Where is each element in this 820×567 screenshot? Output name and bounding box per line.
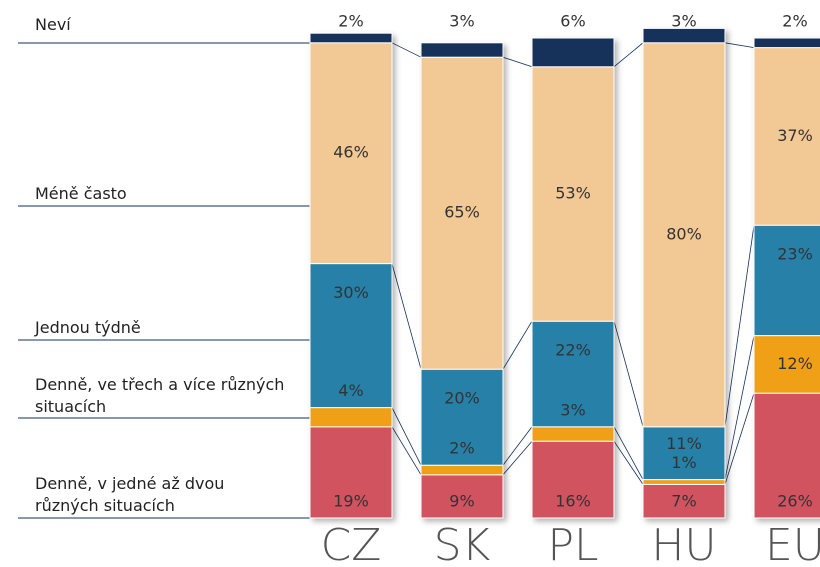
value-label: 3%	[449, 12, 474, 31]
value-label: 3%	[560, 400, 585, 419]
value-label: 80%	[666, 224, 702, 243]
bar-segment	[531, 66, 615, 322]
value-label: 23%	[777, 245, 813, 264]
bar-segment	[309, 42, 393, 265]
bar-segment	[642, 479, 726, 485]
value-label: 26%	[777, 492, 813, 511]
connector	[613, 440, 644, 485]
connector	[613, 321, 644, 427]
bar-group	[642, 27, 726, 519]
bar-segment	[309, 263, 393, 409]
bar-segment	[309, 32, 393, 44]
bar-segment	[642, 27, 726, 44]
connector	[391, 263, 422, 370]
bar-segment	[642, 42, 726, 428]
x-tick-label: EU	[765, 520, 820, 567]
value-label: 65%	[444, 203, 480, 222]
bar-segment	[753, 392, 820, 519]
connector	[502, 56, 533, 68]
bar-group	[531, 37, 615, 519]
bar-segment	[309, 426, 393, 519]
value-label: 2%	[782, 12, 807, 31]
connector	[724, 225, 755, 427]
value-label: 6%	[560, 12, 585, 31]
value-label: 30%	[333, 283, 369, 302]
connector	[724, 393, 755, 485]
bar-segment	[309, 407, 393, 428]
bar-segment	[642, 426, 726, 481]
legend-label: Denně, ve třech a více různých situacích	[35, 375, 285, 416]
value-label: 1%	[671, 453, 696, 472]
bar-segment	[531, 320, 615, 428]
value-label: 37%	[777, 126, 813, 145]
bar-segment	[420, 42, 504, 58]
legend-label: Méně často	[35, 184, 127, 203]
bar-segment	[753, 37, 820, 49]
connector	[391, 407, 422, 466]
bar-segment	[642, 483, 726, 519]
x-tick-label: PL	[547, 520, 598, 567]
value-label: 3%	[671, 12, 696, 31]
connector	[724, 42, 755, 48]
value-label: 16%	[555, 492, 591, 511]
connector	[724, 335, 755, 480]
connector	[502, 320, 533, 370]
bar-group	[309, 32, 393, 519]
legend-label: Denně, v jedné až dvou různých situacích	[35, 474, 225, 515]
bar-group	[753, 37, 820, 519]
connector	[391, 426, 422, 476]
connector	[502, 426, 533, 466]
connector	[613, 42, 644, 68]
x-tick-label: CZ	[321, 520, 382, 567]
bar-segment	[420, 474, 504, 519]
value-label: 4%	[338, 381, 363, 400]
value-label: 9%	[449, 492, 474, 511]
value-label: 2%	[449, 439, 474, 458]
connector	[391, 42, 422, 58]
value-label: 2%	[338, 12, 363, 31]
connector	[613, 426, 644, 480]
value-label: 19%	[333, 492, 369, 511]
value-label: 11%	[666, 434, 702, 453]
bar-segment	[420, 368, 504, 466]
bar-segment	[753, 224, 820, 337]
bar-segment	[420, 56, 504, 370]
value-label: 12%	[777, 354, 813, 373]
legend-label: Neví	[35, 15, 71, 34]
legend-label: Jednou týdně	[35, 318, 141, 337]
value-label: 46%	[333, 143, 369, 162]
value-label: 53%	[555, 184, 591, 203]
bar-group	[420, 42, 504, 519]
value-label: 22%	[555, 341, 591, 360]
value-label: 20%	[444, 389, 480, 408]
x-tick-label: SK	[434, 520, 491, 567]
bar-segment	[420, 464, 504, 476]
x-tick-label: HU	[651, 520, 716, 567]
bar-segment	[753, 47, 820, 226]
connector	[502, 440, 533, 476]
bar-segment	[531, 426, 615, 442]
bar-segment	[531, 440, 615, 519]
value-label: 7%	[671, 492, 696, 511]
bar-segment	[531, 37, 615, 68]
